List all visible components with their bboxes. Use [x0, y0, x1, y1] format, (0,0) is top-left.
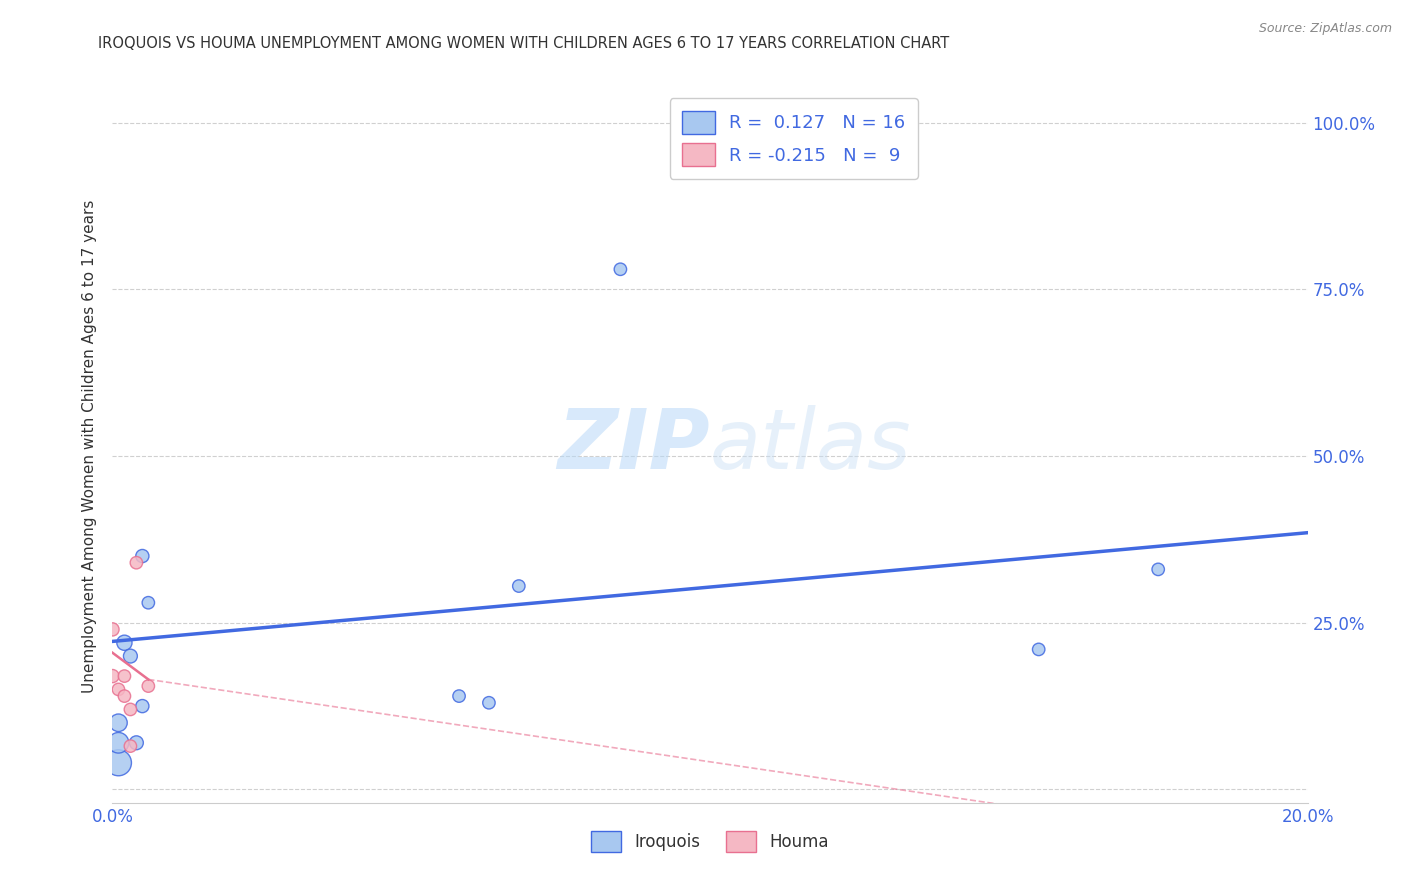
Point: [120, 739, 142, 753]
Text: IROQUOIS VS HOUMA UNEMPLOYMENT AMONG WOMEN WITH CHILDREN AGES 6 TO 17 YEARS CORR: IROQUOIS VS HOUMA UNEMPLOYMENT AMONG WOM…: [98, 36, 949, 51]
Point: [107, 682, 129, 697]
Y-axis label: Unemployment Among Women with Children Ages 6 to 17 years: Unemployment Among Women with Children A…: [82, 199, 97, 693]
Point: [131, 549, 153, 563]
Point: [131, 699, 153, 714]
Point: [120, 702, 142, 716]
Text: ZIP: ZIP: [557, 406, 710, 486]
Point: [125, 736, 148, 750]
Point: [508, 579, 530, 593]
Point: [138, 596, 160, 610]
Point: [1147, 562, 1170, 576]
Point: [114, 669, 135, 683]
Point: [125, 556, 148, 570]
Point: [107, 756, 129, 770]
Point: [107, 736, 129, 750]
Text: atlas: atlas: [710, 406, 911, 486]
Legend: Iroquois, Houma: Iroquois, Houma: [585, 824, 835, 859]
Point: [138, 679, 160, 693]
Point: [449, 689, 471, 703]
Point: [114, 689, 135, 703]
Point: [101, 623, 124, 637]
Point: [1028, 642, 1050, 657]
Point: [699, 136, 721, 150]
Point: [101, 669, 124, 683]
Point: [107, 715, 129, 730]
Point: [609, 262, 631, 277]
Point: [120, 649, 142, 664]
Point: [478, 696, 501, 710]
Point: [114, 636, 135, 650]
Text: Source: ZipAtlas.com: Source: ZipAtlas.com: [1258, 22, 1392, 36]
